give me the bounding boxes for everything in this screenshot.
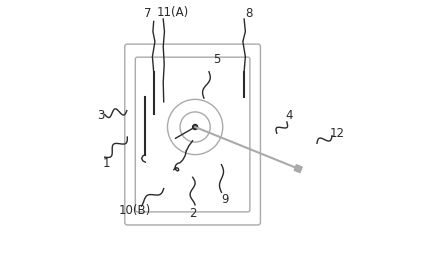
Text: 5: 5 bbox=[213, 53, 220, 66]
Text: 8: 8 bbox=[245, 7, 253, 21]
Text: 11(A): 11(A) bbox=[156, 6, 189, 19]
Text: 1: 1 bbox=[102, 157, 110, 170]
Text: 3: 3 bbox=[97, 109, 104, 122]
Text: 4: 4 bbox=[286, 109, 293, 122]
Text: 7: 7 bbox=[144, 7, 151, 21]
Text: 2: 2 bbox=[189, 207, 196, 220]
Polygon shape bbox=[294, 165, 302, 173]
Circle shape bbox=[193, 124, 198, 130]
Text: 9: 9 bbox=[221, 193, 229, 206]
Text: 10(B): 10(B) bbox=[119, 204, 151, 217]
Text: 12: 12 bbox=[330, 127, 345, 140]
